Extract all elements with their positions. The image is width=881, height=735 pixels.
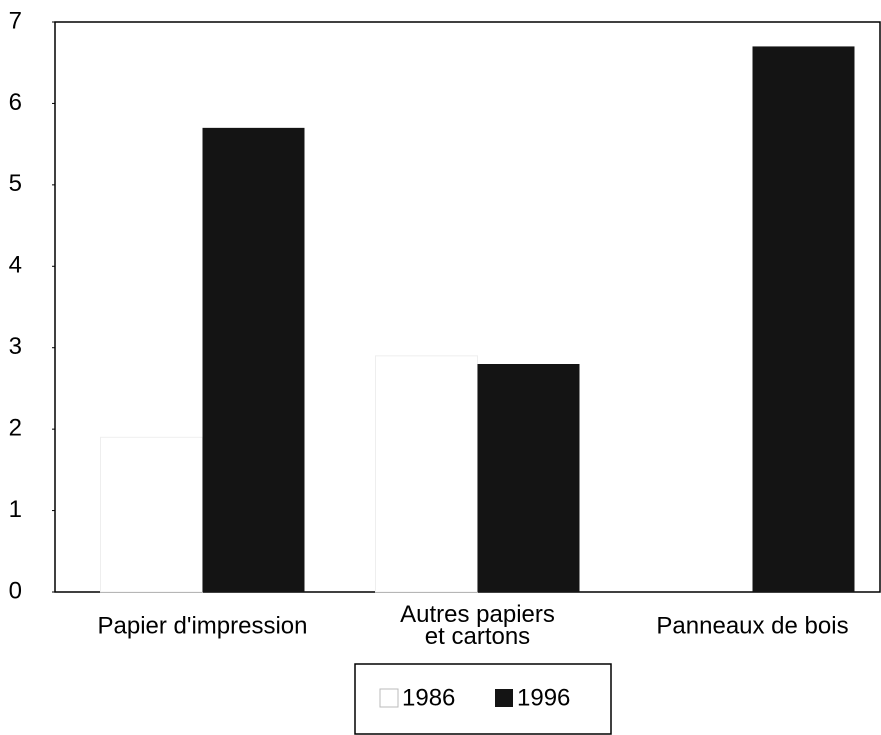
y-tick-label: 5 [9,170,22,197]
legend-label: 1986 [402,684,455,711]
bar [477,364,580,592]
y-tick-label: 6 [9,89,22,116]
x-tick-label: Panneaux de bois [656,612,848,639]
x-tick-label: Autres papiers et cartons [400,601,555,650]
y-tick-label: 2 [9,414,22,441]
bar [752,46,855,592]
x-tick-label: Papier d'impression [97,612,307,639]
bar [375,355,478,593]
y-tick-label: 1 [9,496,22,523]
y-tick-label: 3 [9,333,22,360]
legend-swatch [379,688,399,708]
legend-swatch [495,689,513,707]
y-tick-label: 0 [9,577,22,604]
y-tick-label: 4 [9,252,22,279]
y-tick-label: 7 [9,7,22,34]
legend-label: 1996 [517,684,570,711]
bar [202,127,305,592]
bar [100,436,203,593]
